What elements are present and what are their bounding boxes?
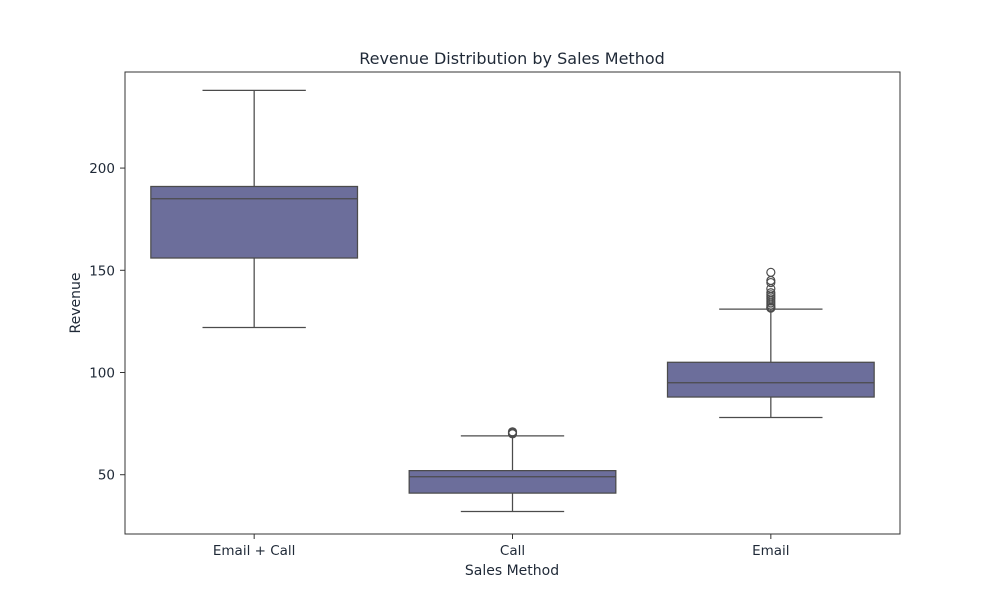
y-axis: 50 100 150 200 [89, 161, 125, 484]
box-group [408, 427, 617, 513]
y-tick-label: 200 [89, 161, 115, 177]
x-tick-label: Call [500, 543, 525, 559]
x-axis: Email + Call Call Email [213, 534, 790, 559]
outlier-point [766, 267, 776, 277]
y-tick-label: 50 [98, 468, 115, 484]
plot-area [150, 89, 875, 513]
box-group [666, 267, 875, 419]
box [666, 361, 875, 398]
outlier-point [766, 288, 776, 298]
outlier-point [507, 427, 518, 437]
box [150, 185, 359, 259]
chart-title: Revenue Distribution by Sales Method [359, 49, 665, 68]
y-axis-label: Revenue [68, 273, 84, 334]
x-tick-label: Email + Call [213, 543, 296, 559]
y-tick-label: 150 [89, 263, 115, 279]
y-tick-label: 100 [89, 366, 115, 382]
x-tick-label: Email [752, 543, 789, 559]
box-group [150, 89, 359, 329]
x-axis-label: Sales Method [465, 563, 559, 579]
box [408, 470, 617, 494]
